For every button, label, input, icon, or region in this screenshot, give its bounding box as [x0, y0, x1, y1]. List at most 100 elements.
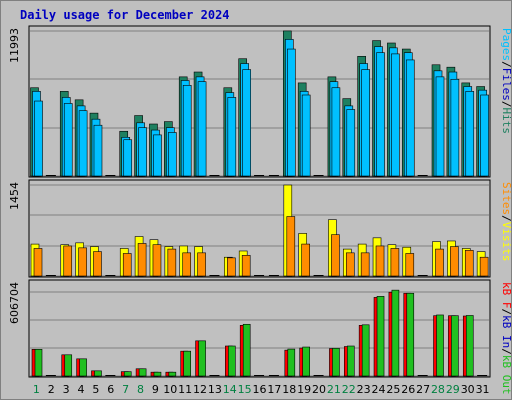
bar-kbout-day-23	[361, 324, 370, 377]
legend-bottom-item-4: kB Out	[500, 355, 512, 395]
zero-bar-bottom-2	[45, 375, 56, 376]
x-label-day-26: 26	[401, 383, 415, 396]
zero-bar-middle-2	[45, 275, 56, 276]
bar-sites-day-21	[331, 234, 340, 277]
bar-sites-day-14	[227, 257, 236, 277]
bar-kbout-day-19	[302, 346, 310, 377]
bar-pages-day-12	[197, 81, 207, 177]
bar-kbout-day-7	[123, 371, 132, 377]
x-label-day-17: 17	[267, 383, 281, 396]
legend-bottom-item-2: kB In	[500, 315, 512, 348]
bar-kbout-day-8	[138, 368, 147, 377]
zero-bar-top-27	[417, 175, 428, 176]
bar-pages-day-7	[123, 139, 133, 177]
x-label-day-31: 31	[476, 383, 490, 396]
bar-pages-day-31	[480, 94, 489, 177]
x-label-day-27: 27	[416, 383, 430, 396]
bar-sites-day-25	[390, 248, 400, 277]
legend-middle-item-2: Visits	[500, 222, 512, 262]
bar-kbout-day-10	[168, 371, 177, 377]
x-label-day-4: 4	[78, 383, 85, 396]
bar-pages-day-4	[78, 110, 88, 177]
x-label-day-29: 29	[446, 383, 460, 396]
panel-bottom	[28, 279, 491, 378]
zero-bar-middle-6	[105, 275, 116, 276]
bar-sites-day-10	[167, 248, 177, 277]
bar-sites-day-31	[479, 256, 489, 277]
bar-sites-day-24	[375, 245, 385, 277]
bar-pages-day-18	[287, 48, 296, 177]
x-label-day-18: 18	[282, 383, 296, 396]
zero-bar-middle-20	[313, 275, 324, 276]
bar-kbout-day-12	[198, 340, 206, 377]
bar-kbout-day-29	[451, 315, 459, 377]
zero-bar-middle-17	[268, 275, 279, 276]
bar-sites-day-3	[63, 245, 73, 277]
zero-bar-top-17	[268, 175, 279, 176]
zero-bar-bottom-13	[209, 375, 220, 376]
legend-bottom: kB F/kB In/kB Out	[500, 282, 512, 395]
zero-bar-top-13	[209, 175, 220, 176]
bar-kbout-day-15	[242, 323, 251, 377]
legend-middle-item-1: /	[500, 215, 512, 222]
bar-pages-day-21	[331, 87, 341, 177]
x-label-day-28: 28	[431, 383, 445, 396]
zero-bar-bottom-20	[313, 375, 324, 376]
bar-sites-day-1	[33, 248, 43, 277]
bar-kbout-day-18	[287, 348, 296, 377]
x-label-day-7: 7	[122, 383, 129, 396]
legend-bottom-item-1: /	[500, 309, 512, 316]
bar-pages-day-25	[391, 53, 400, 177]
bar-sites-day-29	[450, 246, 459, 277]
bar-sites-day-23	[360, 252, 370, 277]
x-label-day-1: 1	[33, 383, 40, 396]
x-label-day-13: 13	[208, 383, 222, 396]
bar-kbout-day-9	[153, 371, 162, 377]
zero-bar-middle-13	[209, 275, 220, 276]
zero-bar-bottom-31	[477, 375, 488, 376]
bar-pages-day-29	[450, 78, 460, 177]
legend-bottom-item-3: /	[500, 348, 512, 355]
x-label-day-20: 20	[312, 383, 326, 396]
bar-kbout-day-21	[332, 347, 340, 377]
bar-pages-day-14	[227, 97, 237, 177]
legend-top-item-1: /	[500, 61, 512, 68]
bar-sites-day-8	[137, 243, 147, 277]
bar-kbout-day-30	[465, 315, 474, 377]
bar-pages-day-3	[63, 103, 73, 177]
x-label-day-10: 10	[163, 383, 177, 396]
bar-pages-day-22	[346, 109, 356, 177]
bar-sites-day-4	[78, 247, 87, 277]
x-label-day-6: 6	[107, 383, 114, 396]
x-label-day-11: 11	[178, 383, 192, 396]
bar-sites-day-26	[405, 253, 415, 277]
zero-bar-top-20	[313, 175, 324, 176]
bar-kbout-day-14	[228, 345, 236, 377]
bar-pages-day-30	[465, 91, 475, 177]
bar-kbout-day-22	[346, 345, 355, 377]
bar-pages-day-26	[405, 59, 415, 177]
zero-bar-bottom-17	[268, 375, 279, 376]
x-label-day-21: 21	[327, 383, 341, 396]
bar-sites-day-30	[464, 250, 474, 277]
bar-kbout-day-1	[34, 349, 43, 377]
bar-sites-day-19	[301, 243, 310, 277]
legend-top-item-4: Hits	[500, 108, 512, 135]
bar-pages-day-10	[168, 132, 177, 177]
zero-bar-bottom-27	[417, 375, 428, 376]
legend-top-item-2: Files	[500, 68, 512, 101]
zero-bar-bottom-16	[254, 375, 265, 376]
bar-sites-day-22	[345, 252, 355, 277]
x-label-day-3: 3	[63, 383, 70, 396]
x-label-day-30: 30	[461, 383, 475, 396]
bar-pages-day-19	[301, 94, 311, 177]
bar-pages-day-8	[138, 127, 147, 177]
bar-pages-day-9	[153, 134, 162, 177]
legend-bottom-item-0: kB F	[500, 282, 512, 309]
bar-kbout-day-26	[406, 292, 415, 377]
legend-middle: Sites/Visits	[500, 182, 512, 262]
bar-sites-day-12	[197, 252, 206, 277]
chart-title: Daily usage for December 2024	[20, 8, 230, 22]
zero-bar-bottom-6	[105, 375, 116, 376]
